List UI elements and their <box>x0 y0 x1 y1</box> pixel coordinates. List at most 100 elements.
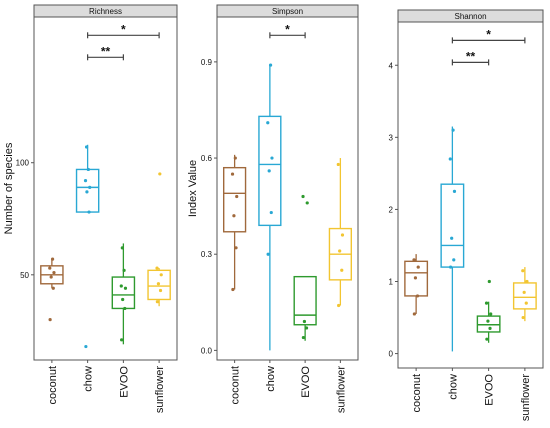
significance-bracket: * <box>87 22 160 39</box>
data-point-sunflower <box>158 288 163 293</box>
box-body <box>293 275 317 326</box>
data-point-sunflower <box>340 233 345 237</box>
data-point-chow <box>84 145 89 149</box>
data-point-coconut <box>415 294 420 298</box>
significance-bracket: * <box>269 22 306 39</box>
data-point-evoo <box>487 279 491 284</box>
box-coconut <box>404 254 429 314</box>
data-point-coconut <box>231 287 235 292</box>
panel-title: Shannon <box>454 12 486 21</box>
box-evoo <box>293 275 317 341</box>
data-point-chow <box>268 63 273 67</box>
data-point-sunflower <box>525 279 529 284</box>
panel-strip <box>216 4 359 18</box>
data-point-evoo <box>120 338 124 342</box>
data-point-sunflower <box>340 268 344 272</box>
box-sunflower <box>147 268 171 307</box>
data-point-evoo <box>301 335 305 340</box>
data-point-coconut <box>49 275 53 279</box>
data-point-chow <box>85 190 89 194</box>
y-tick-label: 0.0 <box>201 346 213 355</box>
data-point-sunflower <box>522 290 526 294</box>
data-point-evoo <box>119 284 123 288</box>
data-point-sunflower <box>337 303 341 308</box>
x-tick-label-coconut: coconut <box>230 366 242 405</box>
box-chow <box>75 144 100 213</box>
y-axis-label: Number of species <box>3 142 15 234</box>
y-tick-label: 4 <box>389 61 394 70</box>
panel-title: Simpson <box>272 7 303 16</box>
data-point-evoo <box>305 201 309 205</box>
box-body <box>476 315 501 333</box>
data-point-coconut <box>52 270 56 275</box>
box-body <box>222 166 247 233</box>
data-point-chow <box>449 265 453 269</box>
x-tick-label-sunflower: sunflower <box>335 366 347 413</box>
x-tick-label-evoo: EVOO <box>484 374 496 406</box>
data-point-sunflower <box>336 162 340 167</box>
data-point-evoo <box>301 194 305 199</box>
box-evoo <box>111 243 136 345</box>
panel-simpson: Simpson 0.0 0.3 0.6 0.9 Index Value coconut cho… <box>187 4 359 413</box>
significance-label: ** <box>101 44 111 58</box>
data-point-coconut <box>51 286 55 290</box>
significance-bracket: ** <box>451 49 490 66</box>
data-point-chow <box>451 128 455 132</box>
data-point-sunflower <box>158 172 162 176</box>
y-tick-label: 2 <box>389 205 394 214</box>
data-point-evoo <box>484 301 489 305</box>
data-point-evoo <box>485 337 489 341</box>
x-tick-label-evoo: EVOO <box>300 366 312 398</box>
x-tick-label-coconut: coconut <box>47 366 59 405</box>
data-point-coconut <box>412 312 416 316</box>
significance-label: * <box>121 22 126 36</box>
data-point-chow <box>269 210 273 215</box>
data-point-evoo <box>121 297 125 302</box>
panel-strip <box>397 9 544 23</box>
data-point-chow <box>266 121 270 125</box>
significance-bracket: * <box>451 27 526 44</box>
data-point-chow <box>266 252 270 256</box>
data-point-chow <box>87 210 91 214</box>
y-tick-label: 50 <box>20 271 29 280</box>
data-point-evoo <box>123 306 127 311</box>
box-body <box>512 282 537 310</box>
data-point-evoo <box>123 286 128 290</box>
box-body <box>111 276 136 310</box>
box-body <box>440 183 465 268</box>
data-point-sunflower <box>521 315 525 320</box>
box-sunflower <box>328 158 353 306</box>
data-point-coconut <box>233 156 237 160</box>
significance-label: * <box>486 27 491 41</box>
data-point-chow <box>267 169 271 173</box>
data-point-evoo <box>488 326 492 330</box>
x-tick-label-chow: chow <box>265 366 277 392</box>
data-point-chow <box>86 167 90 172</box>
box-evoo <box>476 301 501 343</box>
data-point-chow <box>84 344 88 349</box>
data-point-evoo <box>120 246 124 250</box>
data-point-coconut <box>48 318 52 322</box>
x-tick-label-chow: chow <box>447 374 459 400</box>
data-point-chow <box>448 157 452 161</box>
data-point-sunflower <box>155 300 159 304</box>
data-point-sunflower <box>521 269 525 273</box>
box-sunflower <box>512 267 537 322</box>
significance-label: ** <box>466 49 476 63</box>
data-point-sunflower <box>338 249 342 253</box>
data-point-coconut <box>413 276 418 280</box>
data-point-sunflower <box>155 266 159 270</box>
box-coconut <box>222 154 247 290</box>
data-point-chow <box>450 236 454 240</box>
x-tick-label-sunflower: sunflower <box>154 366 166 413</box>
y-tick-label: 3 <box>389 133 394 142</box>
data-point-evoo <box>122 268 126 272</box>
data-point-coconut <box>234 246 238 250</box>
data-point-coconut <box>235 194 239 199</box>
y-tick-label: 0.9 <box>201 58 213 67</box>
data-point-evoo <box>489 312 493 316</box>
data-point-chow <box>270 156 274 160</box>
y-tick-label: 0.6 <box>201 154 213 163</box>
